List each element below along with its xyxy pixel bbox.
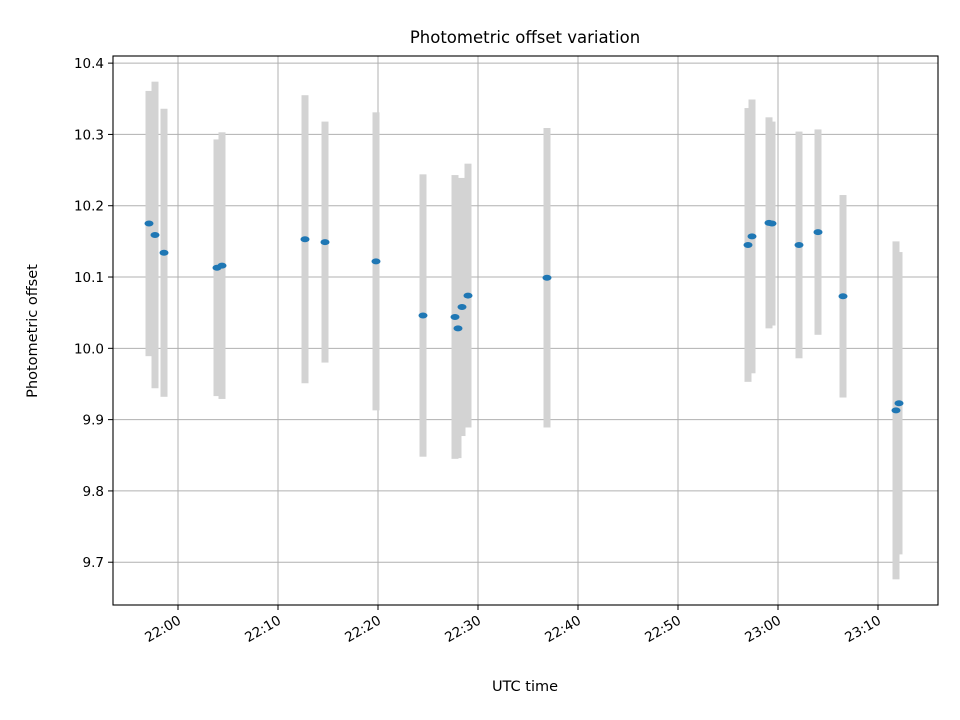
data-point	[891, 407, 901, 414]
y-tick-label: 9.8	[83, 484, 104, 500]
data-points	[144, 219, 904, 414]
chart-title: Photometric offset variation	[410, 28, 640, 47]
data-point	[463, 292, 473, 299]
y-tick-label: 9.9	[83, 413, 104, 429]
data-point	[813, 229, 823, 236]
data-point	[320, 239, 330, 246]
y-tick-label: 10.1	[74, 270, 104, 286]
data-point	[144, 220, 154, 227]
data-point	[300, 236, 310, 243]
data-point	[418, 312, 428, 319]
data-point	[453, 325, 463, 332]
data-point	[450, 313, 460, 320]
data-point	[894, 400, 904, 407]
x-axis-label: UTC time	[492, 679, 558, 695]
y-axis-label: Photometric offset	[25, 264, 41, 398]
y-tick-label: 10.4	[74, 56, 104, 72]
data-point	[794, 241, 804, 248]
y-tick-label: 10.3	[74, 127, 104, 143]
data-point	[159, 249, 169, 256]
y-tick-label: 10.2	[74, 199, 104, 215]
data-point	[371, 258, 381, 265]
data-point	[767, 220, 777, 227]
plot-frame	[112, 55, 939, 606]
data-point	[542, 274, 552, 281]
data-point	[457, 303, 467, 310]
y-ticks: 9.7 9.8 9.9 10.0 10.1 10.2 10.3 10.4	[74, 56, 113, 571]
y-tick-label: 9.7	[83, 555, 104, 571]
data-point	[743, 241, 753, 248]
y-tick-label: 10.0	[74, 341, 104, 357]
data-point	[838, 293, 848, 300]
data-point	[217, 262, 227, 269]
data-point	[150, 231, 160, 238]
data-point	[747, 233, 757, 240]
